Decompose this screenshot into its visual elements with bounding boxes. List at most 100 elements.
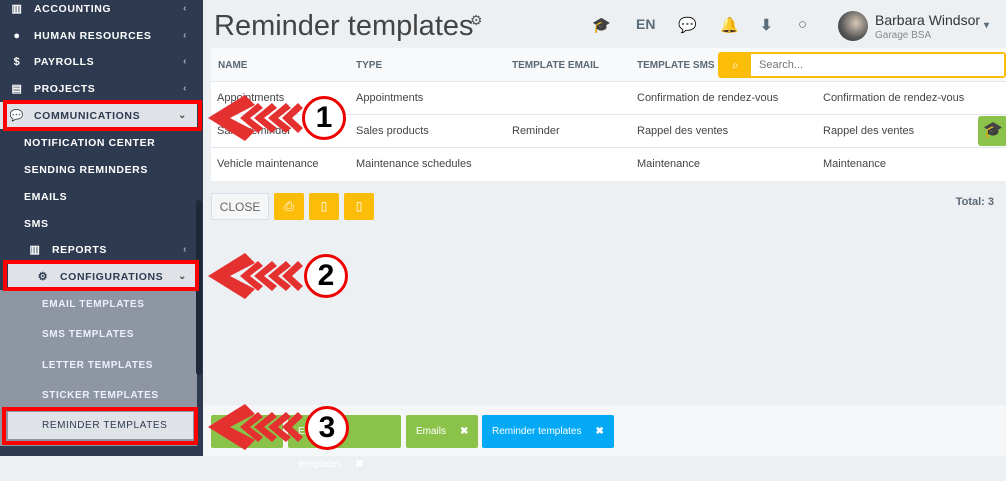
caret-down-icon[interactable]: ▾ (984, 20, 990, 31)
graduation-cap-icon: 🎓 (983, 122, 1003, 139)
cell: Maintenance (637, 158, 700, 170)
gear-icon[interactable]: ⚙ (470, 12, 483, 28)
chevron-left-icon: ‹ (183, 244, 187, 255)
highlight-box-1 (3, 100, 202, 131)
sidebar-item-letter-templates[interactable]: LETTER TEMPLATES (42, 360, 154, 371)
col-name[interactable]: NAME (218, 60, 248, 71)
chevron-left-icon: ‹ (183, 56, 187, 67)
label: EMAILS (24, 190, 68, 203)
sidebar-item-email-templates[interactable]: EMAIL TEMPLATES (42, 299, 145, 310)
label: SENDING REMINDERS (24, 163, 148, 176)
chevron-left-icon: ‹ (183, 3, 187, 14)
table-row[interactable]: Vehicle maintenance Maintenance schedule… (211, 147, 1006, 180)
sidebar-item-projects[interactable]: ▤ PROJECTS ‹ (0, 75, 197, 102)
avatar[interactable] (838, 11, 868, 41)
sidebar-scrollbar[interactable] (196, 200, 202, 375)
chevron-left-icon: ‹ (183, 83, 187, 94)
open-tab-active[interactable]: Reminder templates ✖ (482, 415, 614, 448)
arrow-2 (208, 253, 303, 299)
download-icon[interactable]: ⬇ (760, 17, 773, 34)
col-type[interactable]: TYPE (356, 60, 383, 71)
label: PAYROLLS (34, 55, 95, 68)
sidebar-item-sms-templates[interactable]: SMS TEMPLATES (42, 329, 135, 340)
close-icon[interactable]: ✖ (460, 426, 469, 437)
close-button[interactable]: CLOSE (211, 193, 269, 220)
print-icon: ⎙ (284, 199, 294, 213)
user-menu[interactable]: Barbara Windsor Garage BSA (875, 12, 980, 41)
cell: Sales products (356, 125, 429, 137)
sidebar-item-payrolls[interactable]: $ PAYROLLS ‹ (0, 48, 197, 75)
projects-icon: ▤ (11, 83, 23, 95)
sidebar-item-emails[interactable]: EMAILS (0, 183, 197, 210)
annotation-number-1: 1 (302, 96, 346, 140)
comments-icon: 💬 (9, 110, 25, 122)
table-row[interactable]: Appointments Appointments Confirmation d… (211, 81, 1006, 114)
label: NOTIFICATION CENTER (24, 136, 156, 149)
cell: Confirmation de rendez-vous (823, 92, 965, 104)
annotation-number-2: 2 (304, 254, 348, 298)
label: SMS (24, 217, 49, 230)
print-button[interactable]: ⎙ (274, 193, 304, 220)
sidebar-item-sending-reminders[interactable]: SENDING REMINDERS (0, 156, 197, 183)
cell: Rappel des ventes (637, 125, 729, 137)
dollar-icon: $ (13, 55, 21, 68)
sidebar-item-configurations[interactable]: ⚙ CONFIGURATIONS ⌄ (8, 263, 197, 290)
bell-icon[interactable]: 🔔 (720, 17, 739, 34)
close-icon[interactable]: ✖ (355, 459, 364, 470)
company-name: Garage BSA (875, 30, 932, 41)
pdf-icon: ▯ (355, 199, 363, 213)
cell: Appointments (356, 92, 424, 104)
label: COMMUNICATIONS (34, 109, 141, 122)
sidebar-item-notification-center[interactable]: NOTIFICATION CENTER (0, 129, 197, 156)
label: REPORTS (52, 243, 107, 256)
settings-icon[interactable]: ○ (798, 16, 808, 33)
sidebar-item-accounting[interactable]: ▥ ACCOUNTING ‹ (0, 0, 197, 22)
search-box: ⌕ (718, 52, 1006, 78)
highlight-box-3 (2, 407, 198, 445)
label: REMINDER TEMPLATES (42, 420, 168, 431)
gear-icon: ⚙ (37, 271, 49, 283)
bar-chart-icon: ▥ (11, 3, 23, 15)
label: CONFIGURATIONS (60, 270, 164, 283)
col-template-email[interactable]: TEMPLATE EMAIL (512, 60, 600, 71)
sidebar: ▥ ACCOUNTING ‹ ● HUMAN RESOURCES ‹ $ PAYROLLS… (0, 0, 203, 456)
user-name: Barbara Windsor (875, 12, 981, 28)
cell: Vehicle maintenance (217, 158, 319, 170)
label: PROJECTS (34, 82, 96, 95)
close-icon[interactable]: ✖ (595, 426, 604, 437)
chevron-down-icon: ⌄ (178, 271, 187, 282)
sidebar-item-reports[interactable]: ▥ REPORTS ‹ (0, 236, 197, 263)
chevron-down-icon: ⌄ (178, 110, 187, 121)
sidebar-item-sticker-templates[interactable]: STICKER TEMPLATES (42, 390, 159, 401)
label: HUMAN RESOURCES (34, 29, 152, 42)
tab-label: Emails (416, 426, 447, 437)
user-icon: ● (13, 29, 21, 42)
col-template-sms[interactable]: TEMPLATE SMS (637, 60, 715, 71)
export-excel-button[interactable]: ▯ (309, 193, 339, 220)
page-title: Reminder templates (214, 10, 474, 42)
sidebar-item-sms[interactable]: SMS (0, 210, 197, 237)
export-pdf-button[interactable]: ▯ (344, 193, 374, 220)
arrow-1 (208, 95, 303, 141)
annotation-arrows (208, 95, 303, 450)
sidebar-item-communications[interactable]: 💬 COMMUNICATIONS ⌄ (0, 102, 197, 129)
graduation-cap-icon[interactable]: 🎓 (592, 17, 611, 34)
total-count: Total: 3 (955, 196, 994, 208)
cell: Maintenance schedules (356, 158, 472, 170)
bar-chart-icon: ▥ (29, 244, 41, 256)
excel-icon: ▯ (320, 199, 328, 213)
chat-icon[interactable]: 💬 (678, 17, 697, 34)
language-selector[interactable]: EN (636, 16, 656, 32)
sidebar-item-human-resources[interactable]: ● HUMAN RESOURCES ‹ (0, 22, 197, 49)
cell: Maintenance (823, 158, 886, 170)
cell: Rappel des ventes (823, 125, 915, 137)
tutorial-button[interactable]: 🎓 (978, 116, 1006, 146)
tab-label: Reminder templates (492, 426, 582, 437)
cell: Reminder (512, 125, 560, 137)
sidebar-item-reminder-templates[interactable]: REMINDER TEMPLATES (8, 412, 193, 439)
open-tab[interactable]: Emails ✖ (406, 415, 479, 448)
search-icon[interactable]: ⌕ (720, 54, 751, 76)
search-input[interactable] (751, 54, 1004, 76)
highlight-box-2 (3, 260, 199, 291)
annotation-number-3: 3 (305, 406, 349, 450)
